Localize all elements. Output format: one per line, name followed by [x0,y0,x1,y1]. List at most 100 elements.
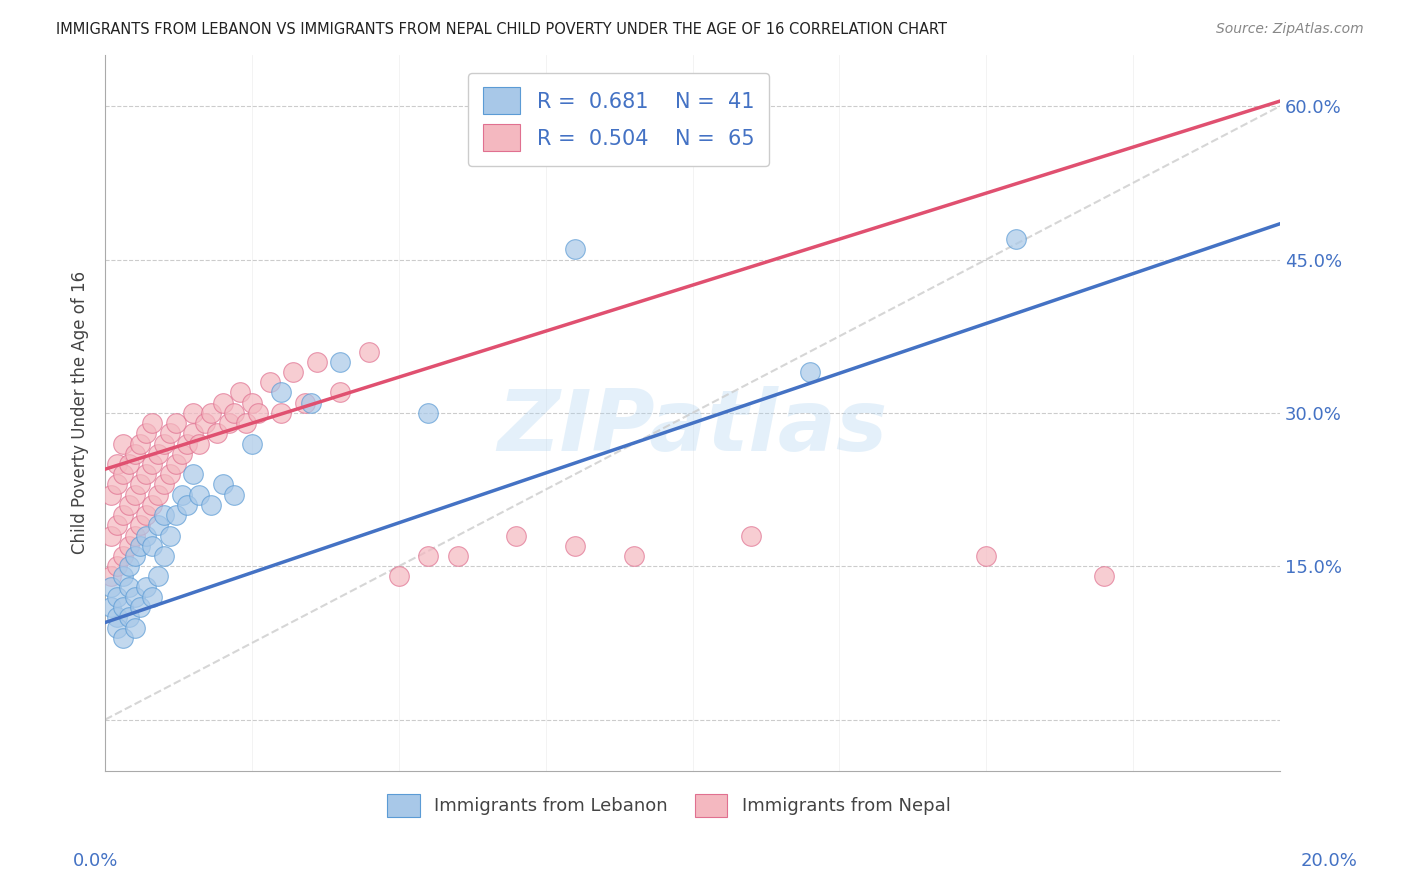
Point [224,406,246,420]
Point [146,518,169,533]
Point [141,590,163,604]
Point [141,416,163,430]
Point [118,580,141,594]
Point [105,477,128,491]
Point [135,426,157,441]
Point [111,508,134,523]
Point [359,344,381,359]
Point [418,406,440,420]
Text: IMMIGRANTS FROM LEBANON VS IMMIGRANTS FROM NEPAL CHILD POVERTY UNDER THE AGE OF : IMMIGRANTS FROM LEBANON VS IMMIGRANTS FR… [56,22,948,37]
Point [129,436,152,450]
Point [159,528,181,542]
Point [135,508,157,523]
Point [105,518,128,533]
Point [153,477,176,491]
Point [124,549,146,563]
Point [270,406,292,420]
Text: Source: ZipAtlas.com: Source: ZipAtlas.com [1216,22,1364,37]
Text: ZIPatlas: ZIPatlas [498,385,887,468]
Point [129,600,152,615]
Point [240,436,263,450]
Point [418,549,440,563]
Point [135,580,157,594]
Point [105,559,128,574]
Point [1004,232,1026,246]
Point [200,406,222,420]
Point [564,539,586,553]
Point [181,467,204,482]
Point [211,477,233,491]
Point [205,426,228,441]
Point [141,498,163,512]
Point [299,395,322,409]
Point [141,457,163,471]
Point [100,569,122,583]
Point [246,406,269,420]
Point [974,549,997,563]
Point [229,385,252,400]
Point [135,528,157,542]
Point [181,426,204,441]
Point [188,436,211,450]
Point [799,365,821,379]
Point [100,600,122,615]
Point [124,528,146,542]
Point [388,569,411,583]
Point [181,406,204,420]
Point [118,498,141,512]
Point [111,600,134,615]
Point [176,436,198,450]
Point [118,539,141,553]
Point [329,385,352,400]
Point [218,416,240,430]
Point [146,488,169,502]
Point [100,528,122,542]
Point [170,447,193,461]
Point [188,488,211,502]
Point [165,416,187,430]
Point [329,355,352,369]
Point [153,436,176,450]
Point [124,488,146,502]
Point [111,549,134,563]
Point [623,549,645,563]
Point [240,395,263,409]
Point [200,498,222,512]
Point [259,376,281,390]
Point [105,457,128,471]
Point [111,631,134,645]
Point [564,243,586,257]
Point [118,457,141,471]
Point [294,395,316,409]
Text: 0.0%: 0.0% [73,852,118,870]
Text: 20.0%: 20.0% [1301,852,1357,870]
Point [153,549,176,563]
Point [111,436,134,450]
Point [124,447,146,461]
Point [111,569,134,583]
Point [100,580,122,594]
Point [129,539,152,553]
Legend: Immigrants from Lebanon, Immigrants from Nepal: Immigrants from Lebanon, Immigrants from… [378,785,960,826]
Point [124,621,146,635]
Point [270,385,292,400]
Point [1092,569,1115,583]
Point [170,488,193,502]
Point [165,457,187,471]
Point [129,518,152,533]
Point [194,416,217,430]
Point [118,610,141,624]
Point [141,539,163,553]
Y-axis label: Child Poverty Under the Age of 16: Child Poverty Under the Age of 16 [72,271,89,555]
Point [100,488,122,502]
Point [165,508,187,523]
Point [129,477,152,491]
Point [105,621,128,635]
Point [105,590,128,604]
Point [153,508,176,523]
Point [146,447,169,461]
Point [111,467,134,482]
Point [118,559,141,574]
Point [176,498,198,512]
Point [281,365,304,379]
